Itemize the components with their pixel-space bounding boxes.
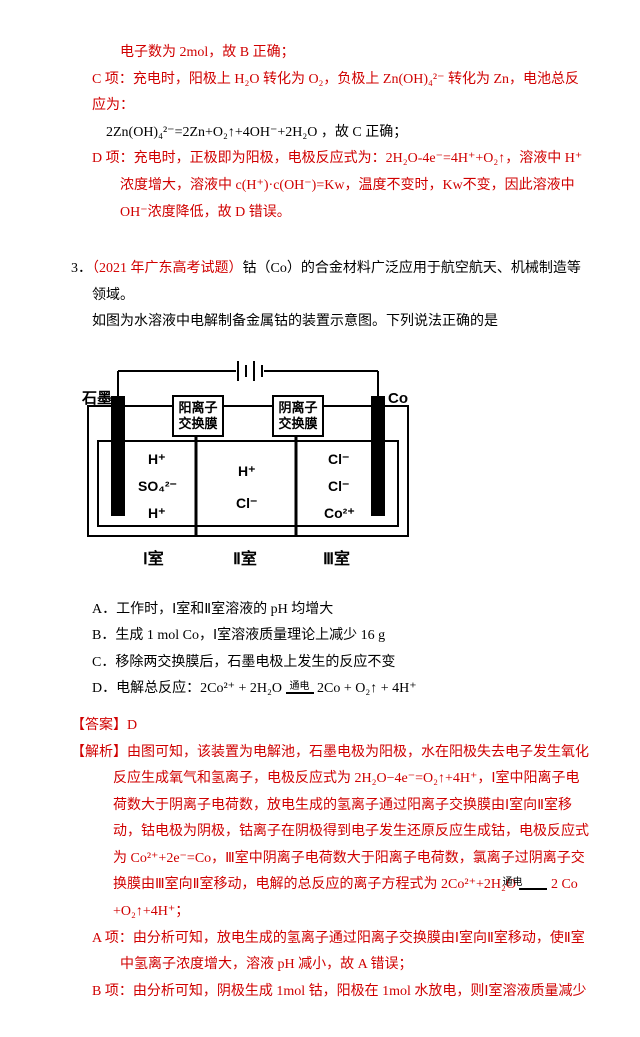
option-d-suffix: 2Co + O₂↑ + 4H⁺ <box>314 681 417 696</box>
jiexi-body: 由图可知，该装置为电解池，石墨电极为阳极，水在阳极失去电子发生氧化反应生成氧气和… <box>113 745 589 893</box>
c-line1: 充电时，阳极上 H₂O 转化为 O₂，负极上 Zn(OH)₄²⁻ 转化为 Zn，… <box>92 72 579 114</box>
svg-text:Cl⁻: Cl⁻ <box>236 495 257 511</box>
svg-text:Co²⁺: Co²⁺ <box>324 505 355 521</box>
svg-text:交换膜: 交换膜 <box>178 416 217 431</box>
option-b: B．生成 1 mol Co，Ⅰ室溶液质量理论上减少 16 g <box>50 623 590 650</box>
svg-text:阳离子: 阳离子 <box>178 400 217 415</box>
svg-text:交换膜: 交换膜 <box>278 416 317 431</box>
svg-text:SO₄²⁻: SO₄²⁻ <box>138 478 177 494</box>
d-line: 充电时，正极即为阳极，电极反应式为：2H₂O-4e⁻=4H⁺+O₂↑，溶液中 H… <box>120 151 582 219</box>
prev-b-line: 电子数为 2mol，故 B 正确； <box>50 40 590 67</box>
left-electrode-label: 石墨 <box>81 390 112 407</box>
option-d-exp: D 项：充电时，正极即为阳极，电极反应式为：2H₂O-4e⁻=4H⁺+O₂↑，溶… <box>50 146 590 226</box>
ans-a-prefix: A 项： <box>92 931 133 946</box>
right-electrode-label: Co <box>388 390 408 407</box>
option-c: C．移除两交换膜后，石墨电极上发生的反应不变 <box>50 650 590 677</box>
c-eq-black: 2Zn(OH)₄²⁻=2Zn+O₂↑+4OH⁻+2H₂O ，故 C 正确； <box>106 125 407 140</box>
q3-source: （2021 年广东高考试题） <box>92 261 243 276</box>
svg-text:Cl⁻: Cl⁻ <box>328 451 349 467</box>
option-a: A．工作时，Ⅰ室和Ⅱ室溶液的 pH 均增大 <box>50 597 590 624</box>
svg-text:H⁺: H⁺ <box>238 463 256 479</box>
answer-label: 【答案】D <box>50 713 590 740</box>
ans-b-cut: B 项：由分析可知，阴极生成 1mol 钴，阳极在 1mol 水放电，则Ⅰ室溶液… <box>50 979 590 997</box>
svg-text:Cl⁻: Cl⁻ <box>328 478 349 494</box>
svg-text:Ⅲ室: Ⅲ室 <box>323 549 350 568</box>
q3-num: 3． <box>71 261 92 276</box>
svg-text:H⁺: H⁺ <box>148 505 166 521</box>
option-d-over: 通电 <box>286 682 314 692</box>
option-d-prefix: D．电解总反应：2Co²⁺ + 2H₂O <box>92 681 286 696</box>
c-prefix: C 项： <box>92 72 133 87</box>
svg-text:Ⅰ室: Ⅰ室 <box>143 549 164 568</box>
q3-body2: 如图为水溶液中电解制备金属钴的装置示意图。下列说法正确的是 <box>50 309 590 336</box>
ans-a-line: 由分析可知，放电生成的氢离子通过阳离子交换膜由Ⅰ室向Ⅱ室移动，使Ⅱ室中氢离子浓度… <box>120 931 585 973</box>
svg-text:H⁺: H⁺ <box>148 451 166 467</box>
question-3: 3．（2021 年广东高考试题）钴（Co）的合金材料广泛应用于航空航天、机械制造… <box>50 256 590 309</box>
electrolysis-diagram: 石墨 Co 阳离子 交换膜 阴离子 交换膜 H⁺ SO₄²⁻ H⁺ H⁺ Cl⁻… <box>78 346 590 587</box>
jiexi-block: 【解析】由图可知，该装置为电解池，石墨电极为阳极，水在阳极失去电子发生氧化反应生… <box>50 740 590 926</box>
option-c-exp: C 项：充电时，阳极上 H₂O 转化为 O₂，负极上 Zn(OH)₄²⁻ 转化为… <box>50 67 590 120</box>
ans-a-exp: A 项：由分析可知，放电生成的氢离子通过阳离子交换膜由Ⅰ室向Ⅱ室移动，使Ⅱ室中氢… <box>50 926 590 979</box>
jiexi-label: 【解析】 <box>71 745 127 760</box>
d-prefix: D 项： <box>92 151 134 166</box>
jiexi-over: 通电 <box>519 878 547 888</box>
option-d: D．电解总反应：2Co²⁺ + 2H₂O 通电 2Co + O₂↑ + 4H⁺ <box>50 676 590 703</box>
c-equation: 2Zn(OH)₄²⁻=2Zn+O₂↑+4OH⁻+2H₂O ，故 C 正确； <box>50 120 590 147</box>
svg-text:Ⅱ室: Ⅱ室 <box>233 549 257 568</box>
svg-text:阴离子: 阴离子 <box>278 400 317 415</box>
